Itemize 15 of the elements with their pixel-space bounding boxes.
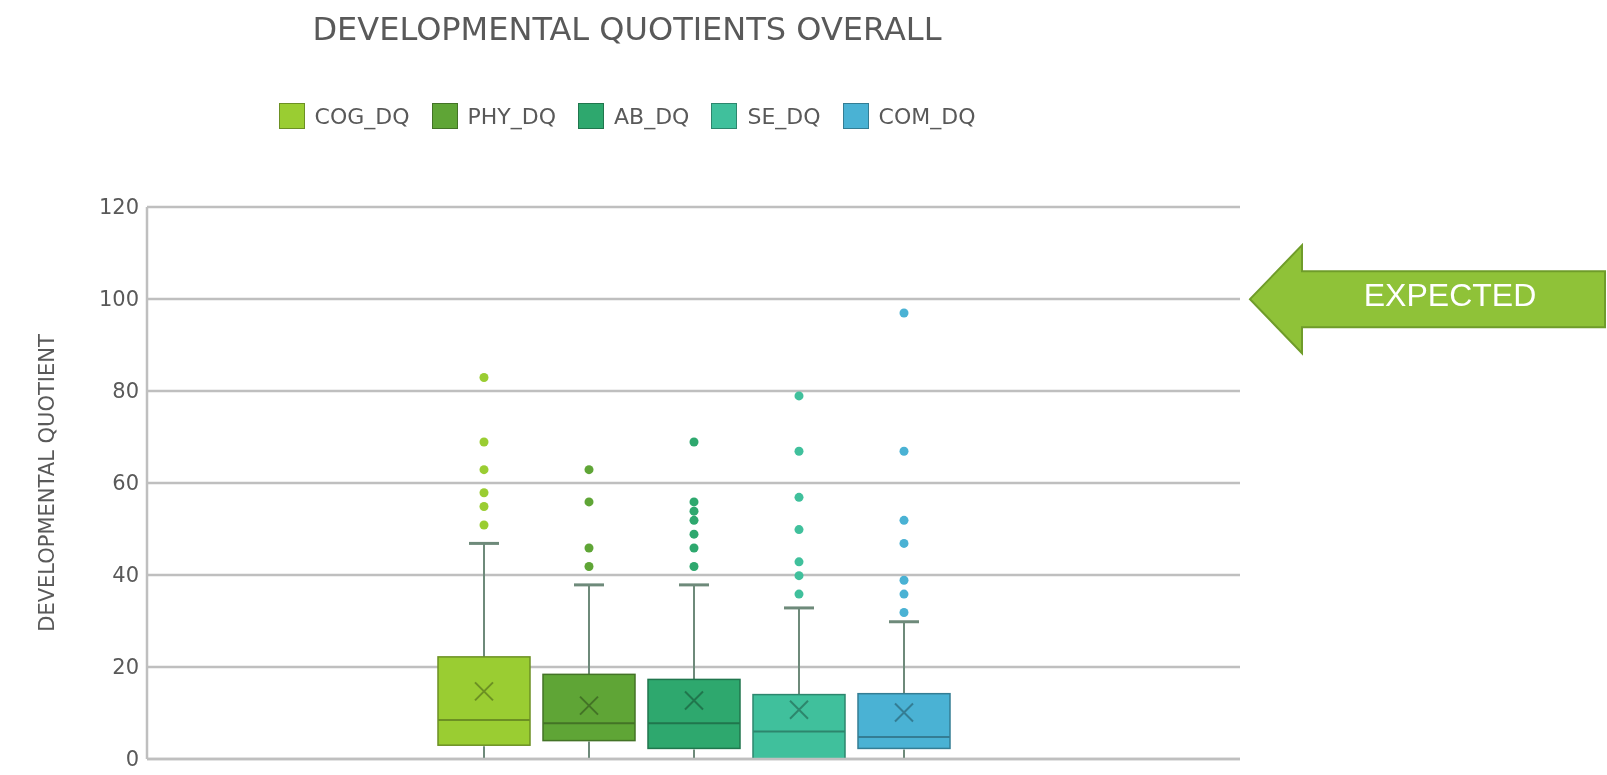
- y-tick-label: 120: [98, 195, 139, 220]
- legend-label: COM_DQ: [878, 103, 976, 129]
- y-tick-label: 60: [112, 471, 139, 496]
- y-tick-label: 0: [125, 747, 139, 772]
- legend-label: SE_DQ: [747, 103, 821, 129]
- text: EXPECTED: [1363, 276, 1537, 313]
- y-tick-label: 100: [98, 287, 139, 312]
- y-tick-label: 40: [112, 563, 139, 588]
- legend-label: AB_DQ: [614, 103, 690, 129]
- chart-title: DEVELOPMENTAL QUOTIENTS OVERALL: [311, 10, 943, 48]
- legend-label: PHY_DQ: [467, 103, 557, 129]
- y-tick-label: 80: [112, 379, 139, 404]
- y-tick-label: 20: [112, 655, 139, 680]
- y-axis-title: DEVELOPMENTAL QUOTIENT: [35, 334, 60, 632]
- legend-label: COG_DQ: [314, 103, 410, 129]
